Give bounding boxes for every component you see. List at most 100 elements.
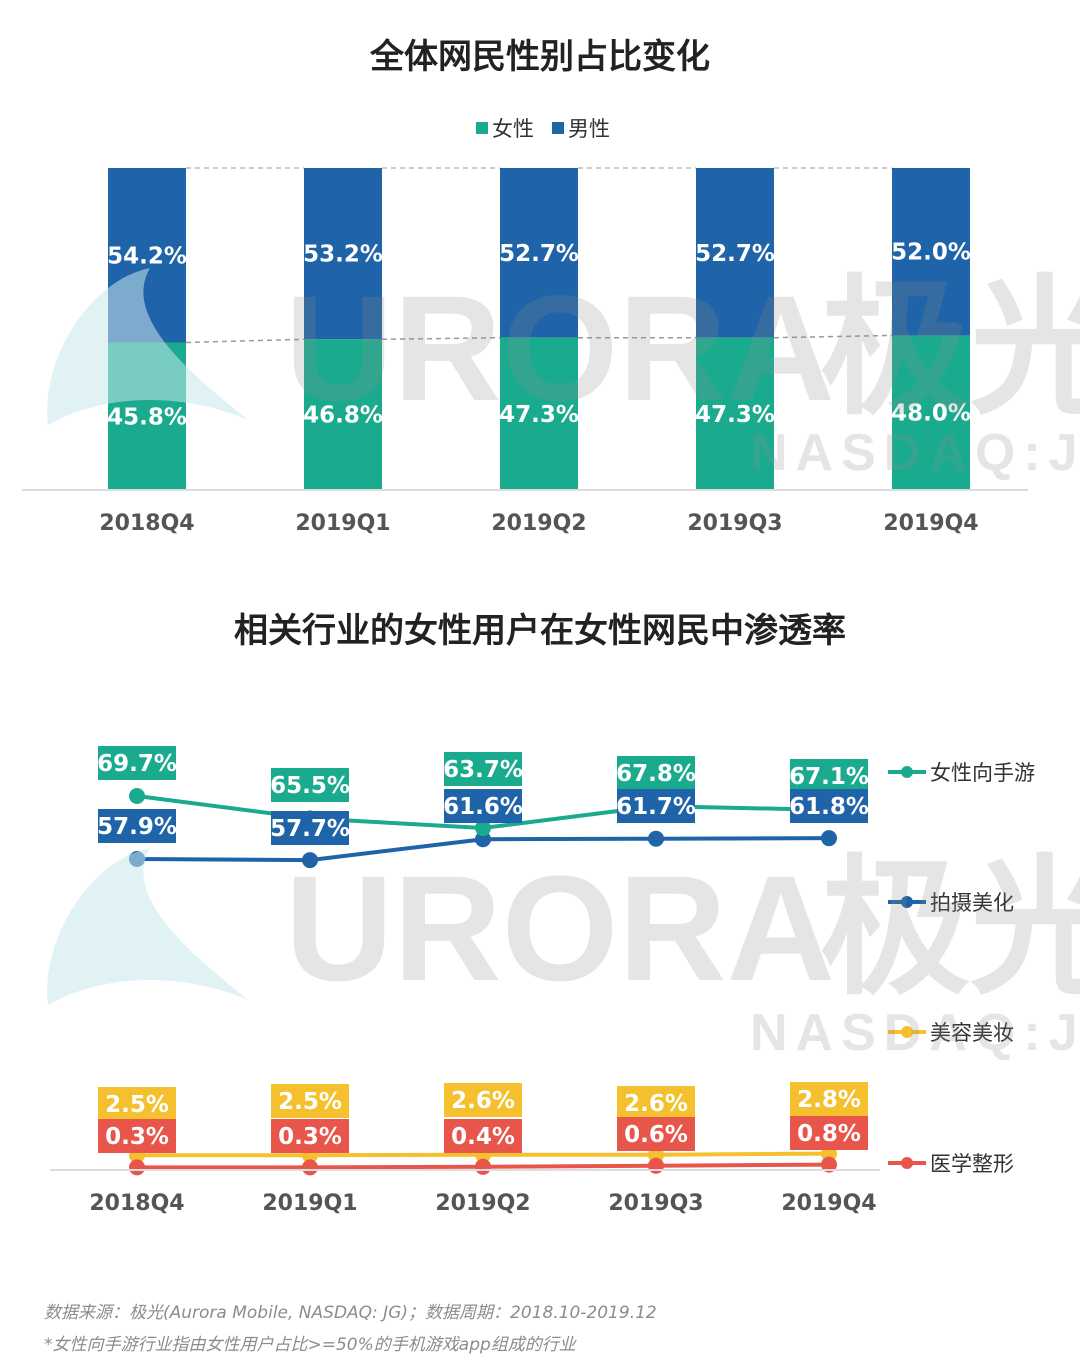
- connector-boundary: [773, 334, 893, 339]
- footnote-source: 数据来源：极光(Aurora Mobile, NASDAQ: JG)；数据周期：…: [44, 1303, 657, 1323]
- legend-label: 美容美妆: [930, 1021, 1014, 1045]
- series-marker: [475, 831, 491, 848]
- data-label-box: [617, 1117, 695, 1151]
- bar-label-male: 53.2%: [303, 242, 383, 268]
- data-label-box: [444, 1083, 522, 1117]
- data-label: 57.7%: [270, 816, 350, 842]
- bar-label-male: 54.2%: [107, 243, 187, 269]
- bar-label-male: 52.0%: [891, 240, 971, 266]
- bar-label-male: 52.7%: [499, 241, 579, 267]
- data-label: 2.5%: [278, 1089, 342, 1115]
- data-label: 0.6%: [624, 1122, 688, 1148]
- legend-swatch-male: [552, 122, 564, 134]
- series-marker: [302, 1159, 318, 1176]
- footnotes: 数据来源：极光(Aurora Mobile, NASDAQ: JG)；数据周期：…: [44, 1303, 657, 1355]
- series-marker: [475, 1158, 491, 1175]
- bar-male: [696, 168, 774, 338]
- data-label: 0.3%: [278, 1124, 342, 1150]
- x-tick-label: 2019Q2: [491, 511, 586, 536]
- watermark-ticker: NASDAQ:JG: [750, 424, 1080, 482]
- data-label-box: [98, 809, 176, 843]
- bar-male: [892, 168, 970, 336]
- legend-marker: [901, 766, 913, 778]
- data-label-box: [98, 1087, 176, 1121]
- bar-label-female: 45.8%: [107, 404, 187, 430]
- watermark-brand: URORA: [285, 264, 835, 432]
- data-label-box: [617, 756, 695, 790]
- data-label: 0.4%: [451, 1124, 515, 1150]
- bar-label-female: 48.0%: [891, 401, 971, 427]
- data-label: 61.7%: [616, 794, 696, 820]
- data-label-box: [98, 746, 176, 780]
- bar-label-female: 47.3%: [695, 402, 775, 428]
- x-tick-label: 2019Q3: [687, 511, 782, 536]
- bar-female: [892, 335, 970, 490]
- legend-label: 医学整形: [930, 1152, 1014, 1176]
- watermark-ticker: NASDAQ:JG: [750, 1004, 1080, 1062]
- data-label-box: [790, 1082, 868, 1116]
- gender-chart-title: 全体网民性别占比变化: [369, 37, 710, 77]
- watermark-brand-cn: 极光: [820, 264, 1080, 432]
- gender-x-axis: 2018Q4 2019Q1 2019Q2 2019Q3 2019Q4: [22, 489, 1028, 536]
- bar-female: [304, 339, 382, 490]
- penetration-lines: 69.7% 65.5% 63.7% 67.8% 67.1% 57.9% 57.7% 61.6%…: [97, 746, 869, 1176]
- data-label: 0.8%: [797, 1121, 861, 1147]
- x-tick-label: 2019Q4: [781, 1191, 876, 1216]
- data-label: 0.3%: [105, 1124, 169, 1150]
- series-marker: [302, 852, 318, 869]
- x-tick-label: 2019Q1: [262, 1191, 357, 1216]
- data-label: 61.8%: [789, 794, 869, 820]
- x-tick-label: 2019Q4: [883, 511, 978, 536]
- data-label-box: [617, 1086, 695, 1120]
- legend-marker: [901, 1026, 913, 1038]
- x-tick-label: 2018Q4: [99, 511, 194, 536]
- watermark-brand: URORA: [285, 844, 835, 1012]
- data-label-box: [271, 1119, 349, 1153]
- data-label: 67.8%: [616, 761, 696, 787]
- data-label-box: [98, 1119, 176, 1153]
- bar-label-female: 47.3%: [499, 402, 579, 428]
- bar-male: [500, 168, 578, 338]
- penetration-chart: 相关行业的女性用户在女性网民中渗透率 69.7% 65.5% 63.7% 67.8% 6…: [50, 611, 1035, 1216]
- data-label: 63.7%: [443, 757, 523, 783]
- connector-boundary: [185, 338, 305, 344]
- x-tick-label: 2019Q3: [608, 1191, 703, 1216]
- data-label-box: [271, 768, 349, 802]
- legend-marker: [901, 896, 913, 908]
- data-label-box: [444, 789, 522, 823]
- x-tick-label: 2019Q2: [435, 1191, 530, 1216]
- data-label: 2.5%: [105, 1092, 169, 1118]
- data-label: 67.1%: [789, 764, 869, 790]
- aurora-logo-icon: [47, 848, 249, 1005]
- watermark-bottom: URORA 极光 NASDAQ:JG: [47, 844, 1080, 1062]
- penetration-x-axis: 2018Q4 2019Q1 2019Q2 2019Q3 2019Q4: [50, 1169, 880, 1216]
- watermark-brand-cn: 极光: [820, 844, 1080, 1012]
- data-label-box: [271, 811, 349, 845]
- series-marker: [648, 830, 664, 847]
- legend-swatch-female: [476, 122, 488, 134]
- x-tick-label: 2019Q1: [295, 511, 390, 536]
- data-label-box: [790, 759, 868, 793]
- series-marker: [129, 788, 145, 804]
- data-label-box: [271, 1084, 349, 1118]
- legend-label-female: 女性: [492, 117, 534, 141]
- data-label: 69.7%: [97, 751, 177, 777]
- series-marker: [821, 1156, 837, 1173]
- connector-boundary: [381, 336, 501, 341]
- footnote-definition: *女性向手游行业指由女性用户占比>=50%的手机游戏app组成的行业: [44, 1335, 578, 1355]
- data-label: 65.5%: [270, 773, 350, 799]
- bar-female: [500, 337, 578, 490]
- bar-label-male: 52.7%: [695, 241, 775, 267]
- legend-label-male: 男性: [568, 117, 610, 141]
- data-label: 2.6%: [451, 1088, 515, 1114]
- series-marker: [821, 830, 837, 847]
- series-marker: [648, 1157, 664, 1174]
- penetration-chart-title: 相关行业的女性用户在女性网民中渗透率: [234, 611, 846, 651]
- data-label-box: [790, 1116, 868, 1150]
- data-label: 2.6%: [624, 1091, 688, 1117]
- data-label-box: [444, 752, 522, 786]
- data-label: 57.9%: [97, 814, 177, 840]
- gender-chart-legend: 女性 男性: [476, 117, 610, 141]
